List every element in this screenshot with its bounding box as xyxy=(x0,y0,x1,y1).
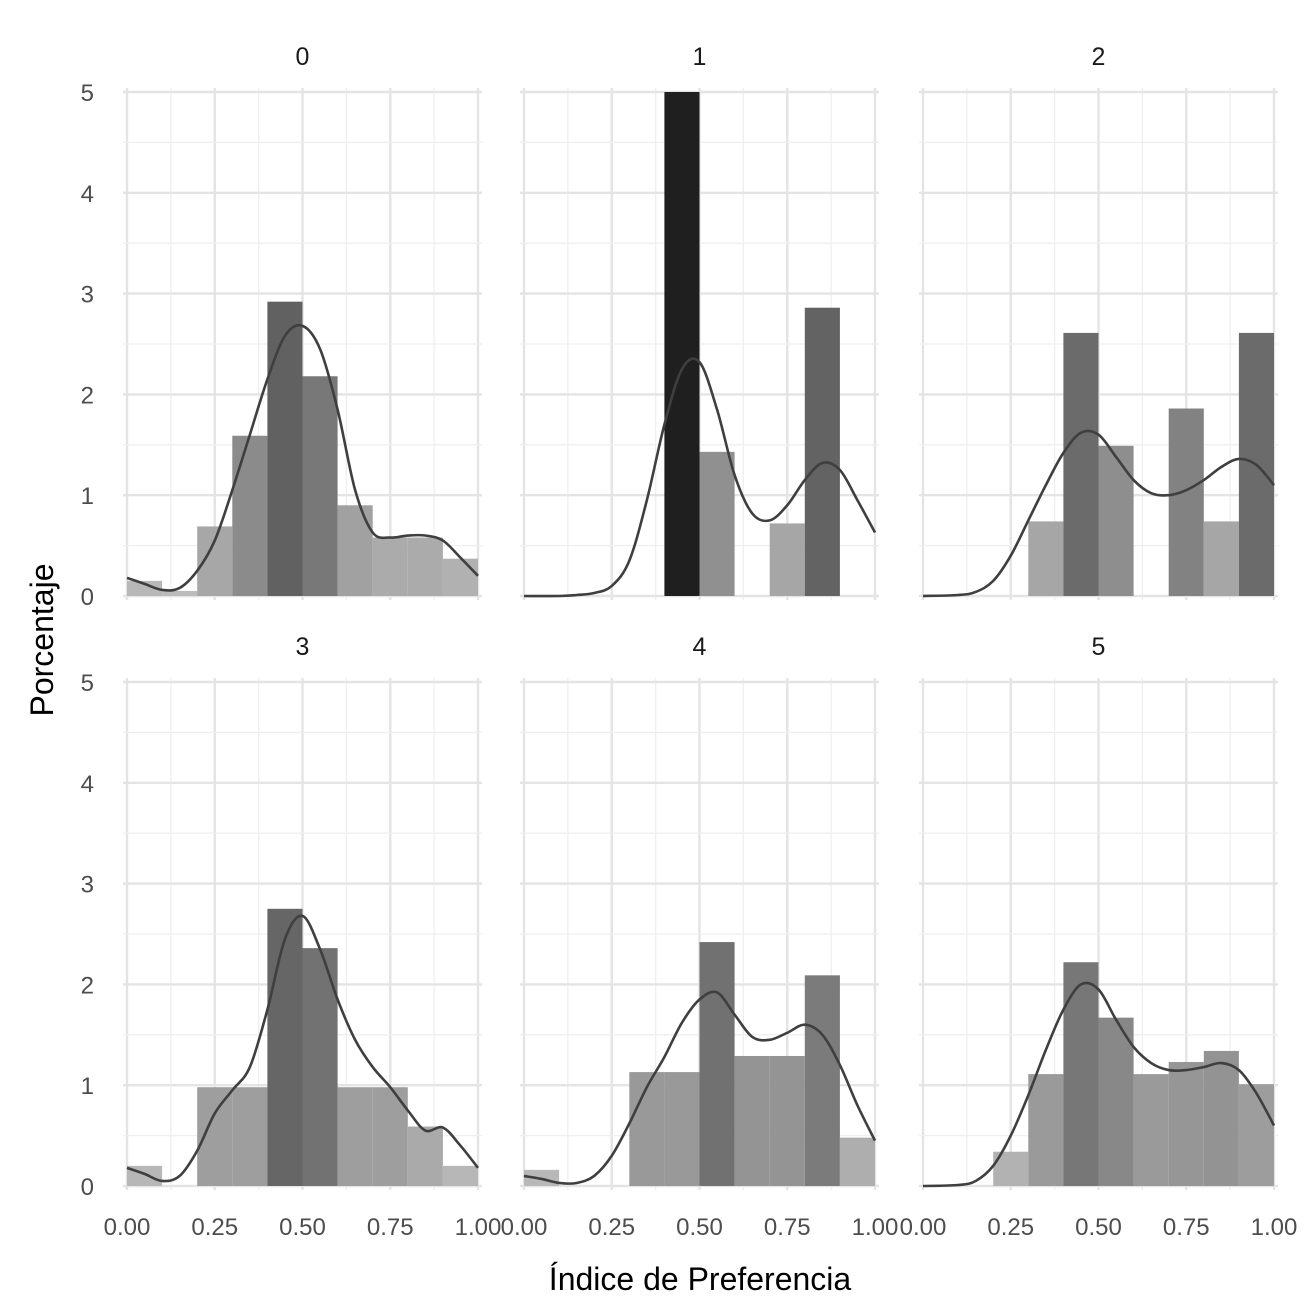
histogram-bar xyxy=(1098,445,1134,596)
histogram-bar xyxy=(267,908,303,1186)
x-tick-label: 0.25 xyxy=(191,1214,238,1241)
histogram-bar xyxy=(699,451,735,596)
y-tick-label: 1 xyxy=(81,483,94,510)
histogram-bar xyxy=(629,1072,665,1186)
histogram-bar xyxy=(1168,408,1204,596)
histogram-bars xyxy=(127,908,478,1186)
histogram-bar xyxy=(1238,1084,1274,1186)
histogram-bar xyxy=(302,376,338,596)
histogram-bar xyxy=(407,537,443,596)
y-tick-label: 0 xyxy=(81,584,94,611)
x-tick-label: 0.00 xyxy=(900,1214,947,1241)
x-tick-label: 0.00 xyxy=(501,1214,548,1241)
y-tick-label: 4 xyxy=(81,771,94,798)
y-axis-tick-labels: 0 1 2 3 4 5 0 1 2 3 4 5 xyxy=(81,80,94,1201)
y-tick-label: 0 xyxy=(81,1174,94,1201)
histogram-bar xyxy=(1203,1050,1239,1186)
histogram-bar xyxy=(1063,332,1099,596)
y-tick-label: 5 xyxy=(81,80,94,107)
facet-strip-label: 4 xyxy=(693,633,707,661)
histogram-bar xyxy=(769,523,805,596)
y-axis-title: Porcentaje xyxy=(24,564,60,717)
histogram-bars xyxy=(127,301,478,596)
x-tick-label: 0.50 xyxy=(676,1214,723,1241)
histogram-bar xyxy=(232,435,268,596)
x-tick-label: 0.50 xyxy=(279,1214,326,1241)
density-curve xyxy=(922,981,1276,1188)
density-curve xyxy=(126,914,480,1183)
histogram-bar xyxy=(302,948,338,1186)
x-tick-label: 0.75 xyxy=(367,1214,414,1241)
facet-panel-2: 2 xyxy=(919,43,1278,600)
histogram-bar xyxy=(267,301,303,596)
histogram-bar xyxy=(1028,1074,1064,1186)
x-tick-label: 0.75 xyxy=(1163,1214,1210,1241)
histogram-bar xyxy=(232,1087,268,1186)
y-tick-label: 2 xyxy=(81,972,94,999)
facet-strip-label: 2 xyxy=(1092,43,1106,71)
histogram-bar xyxy=(337,505,373,596)
facet-panel-3: 3 xyxy=(123,633,482,1190)
facet-strip-label: 3 xyxy=(296,633,310,661)
histogram-bars xyxy=(1028,332,1274,596)
histogram-bar xyxy=(337,1087,373,1186)
y-tick-label: 3 xyxy=(81,282,94,309)
density-curve xyxy=(126,323,479,592)
x-tick-label: 0.00 xyxy=(104,1214,151,1241)
x-tick-label: 0.75 xyxy=(764,1214,811,1241)
x-tick-label: 1.00 xyxy=(1251,1214,1298,1241)
facet-panel-1: 1 xyxy=(520,43,879,600)
x-axis-title: Índice de Preferencia xyxy=(549,1261,852,1297)
density-curve xyxy=(523,357,877,598)
y-tick-label: 3 xyxy=(81,872,94,899)
histogram-bar xyxy=(839,1137,875,1186)
y-tick-label: 4 xyxy=(81,181,94,208)
histogram-bars xyxy=(524,942,875,1186)
density-curve xyxy=(922,429,1275,598)
histogram-bar xyxy=(407,1126,443,1186)
x-tick-label: 0.25 xyxy=(987,1214,1034,1241)
facet-panel-4: 4 xyxy=(520,633,879,1190)
x-tick-label: 1.00 xyxy=(852,1214,899,1241)
x-tick-label: 0.25 xyxy=(588,1214,635,1241)
histogram-bar xyxy=(372,537,408,596)
panels-layer: 0 1 2 3 4 5 xyxy=(123,43,1278,1190)
histogram-bar xyxy=(1203,521,1239,596)
histogram-bar xyxy=(804,307,840,596)
facet-strip-label: 0 xyxy=(296,43,310,71)
histogram-bar xyxy=(162,590,198,596)
histogram-bar xyxy=(197,1087,233,1186)
x-tick-label: 0.50 xyxy=(1075,1214,1122,1241)
density-curve xyxy=(523,990,877,1185)
histogram-bar xyxy=(734,1055,770,1186)
histogram-bars xyxy=(664,92,840,596)
histogram-bar xyxy=(699,942,735,1186)
facet-panel-5: 5 xyxy=(919,633,1278,1190)
x-tick-label: 1.00 xyxy=(455,1214,502,1241)
histogram-bar xyxy=(769,1055,805,1186)
histogram-bar xyxy=(664,92,700,596)
histogram-bar xyxy=(804,975,840,1186)
facet-strip-label: 5 xyxy=(1092,633,1106,661)
histogram-bars xyxy=(993,962,1274,1186)
histogram-bar xyxy=(1098,1017,1134,1186)
histogram-bar xyxy=(1133,1074,1169,1186)
histogram-bar xyxy=(442,558,478,596)
histogram-bar xyxy=(664,1072,700,1186)
facet-panel-0: 0 xyxy=(123,43,482,600)
histogram-bar xyxy=(1168,1062,1204,1186)
y-tick-label: 1 xyxy=(81,1073,94,1100)
y-tick-label: 2 xyxy=(81,382,94,409)
histogram-bar xyxy=(442,1165,478,1186)
x-axis-tick-labels: 0.00 0.25 0.50 0.75 1.00 0.00 0.25 0.50 0.75 1.00… xyxy=(104,1214,1298,1241)
histogram-bar xyxy=(1063,962,1099,1186)
histogram-bar xyxy=(127,580,163,596)
facet-strip-label: 1 xyxy=(693,43,707,71)
y-tick-label: 5 xyxy=(81,670,94,697)
histogram-bar xyxy=(1028,521,1064,596)
